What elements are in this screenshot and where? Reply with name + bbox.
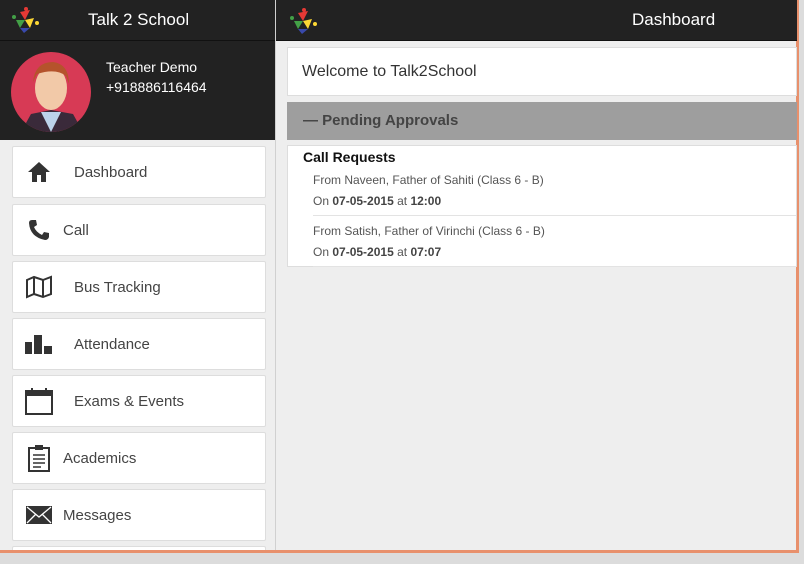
main-header: Dashboard (276, 0, 797, 41)
welcome-panel: Welcome to Talk2School (287, 47, 797, 96)
sidebar-header: Talk 2 School (0, 0, 275, 41)
pending-approvals-toggle[interactable]: — Pending Approvals (287, 102, 797, 140)
sidebar-item-more[interactable] (12, 546, 266, 550)
sidebar-item-exams-events[interactable]: Exams & Events (12, 375, 266, 427)
list-item[interactable]: From Naveen, Father of Sahiti (Class 6 -… (313, 165, 796, 216)
page-title: Dashboard (632, 10, 716, 29)
bar-chart-icon (24, 330, 54, 358)
request-datetime: On 07-05-2015 at 12:00 (313, 194, 442, 208)
collapse-icon: — (303, 112, 323, 129)
logo-icon (12, 7, 39, 33)
app-title: Talk 2 School (88, 10, 190, 29)
avatar[interactable] (11, 52, 91, 132)
sidebar-item-call[interactable]: Call (12, 204, 266, 256)
main-content: Dashboard Welcome to Talk2School — Pendi… (276, 0, 797, 550)
clipboard-icon (24, 444, 54, 472)
phone-icon (24, 216, 54, 244)
sidebar-item-dashboard[interactable]: Dashboard (12, 146, 266, 198)
sidebar-item-label: Call (63, 221, 89, 239)
home-icon (24, 158, 54, 186)
profile-name: Teacher Demo (106, 59, 198, 75)
request-from: From Satish, Father of Virinchi (Class 6… (313, 224, 545, 238)
section-title: Call Requests (303, 149, 396, 165)
sidebar-item-attendance[interactable]: Attendance (12, 318, 266, 370)
sidebar-item-label: Attendance (74, 335, 150, 353)
sidebar: Talk 2 School Teacher Demo +918886116464… (0, 0, 276, 550)
profile-panel: Teacher Demo +918886116464 (0, 41, 275, 140)
call-requests-card: Call Requests From Naveen, Father of Sah… (287, 145, 797, 267)
sidebar-item-academics[interactable]: Academics (12, 432, 266, 484)
list-item[interactable]: From Satish, Father of Virinchi (Class 6… (313, 216, 796, 267)
sidebar-item-label: Dashboard (74, 163, 148, 181)
sidebar-item-bus-tracking[interactable]: Bus Tracking (12, 261, 266, 313)
request-from: From Naveen, Father of Sahiti (Class 6 -… (313, 173, 544, 187)
sidebar-item-label: Bus Tracking (74, 278, 161, 296)
map-icon (24, 273, 54, 301)
logo-icon (290, 8, 317, 34)
sidebar-item-label: Messages (63, 506, 132, 524)
calendar-icon (24, 387, 54, 415)
profile-phone: +918886116464 (106, 79, 207, 95)
sidebar-item-messages[interactable]: Messages (12, 489, 266, 541)
sidebar-item-label: Exams & Events (74, 392, 185, 410)
app-window: Talk 2 School Teacher Demo +918886116464… (0, 0, 799, 553)
sidebar-item-label: Academics (63, 449, 137, 467)
pending-approvals-label: Pending Approvals (322, 112, 459, 129)
request-datetime: On 07-05-2015 at 07:07 (313, 245, 442, 259)
envelope-icon (24, 501, 54, 529)
